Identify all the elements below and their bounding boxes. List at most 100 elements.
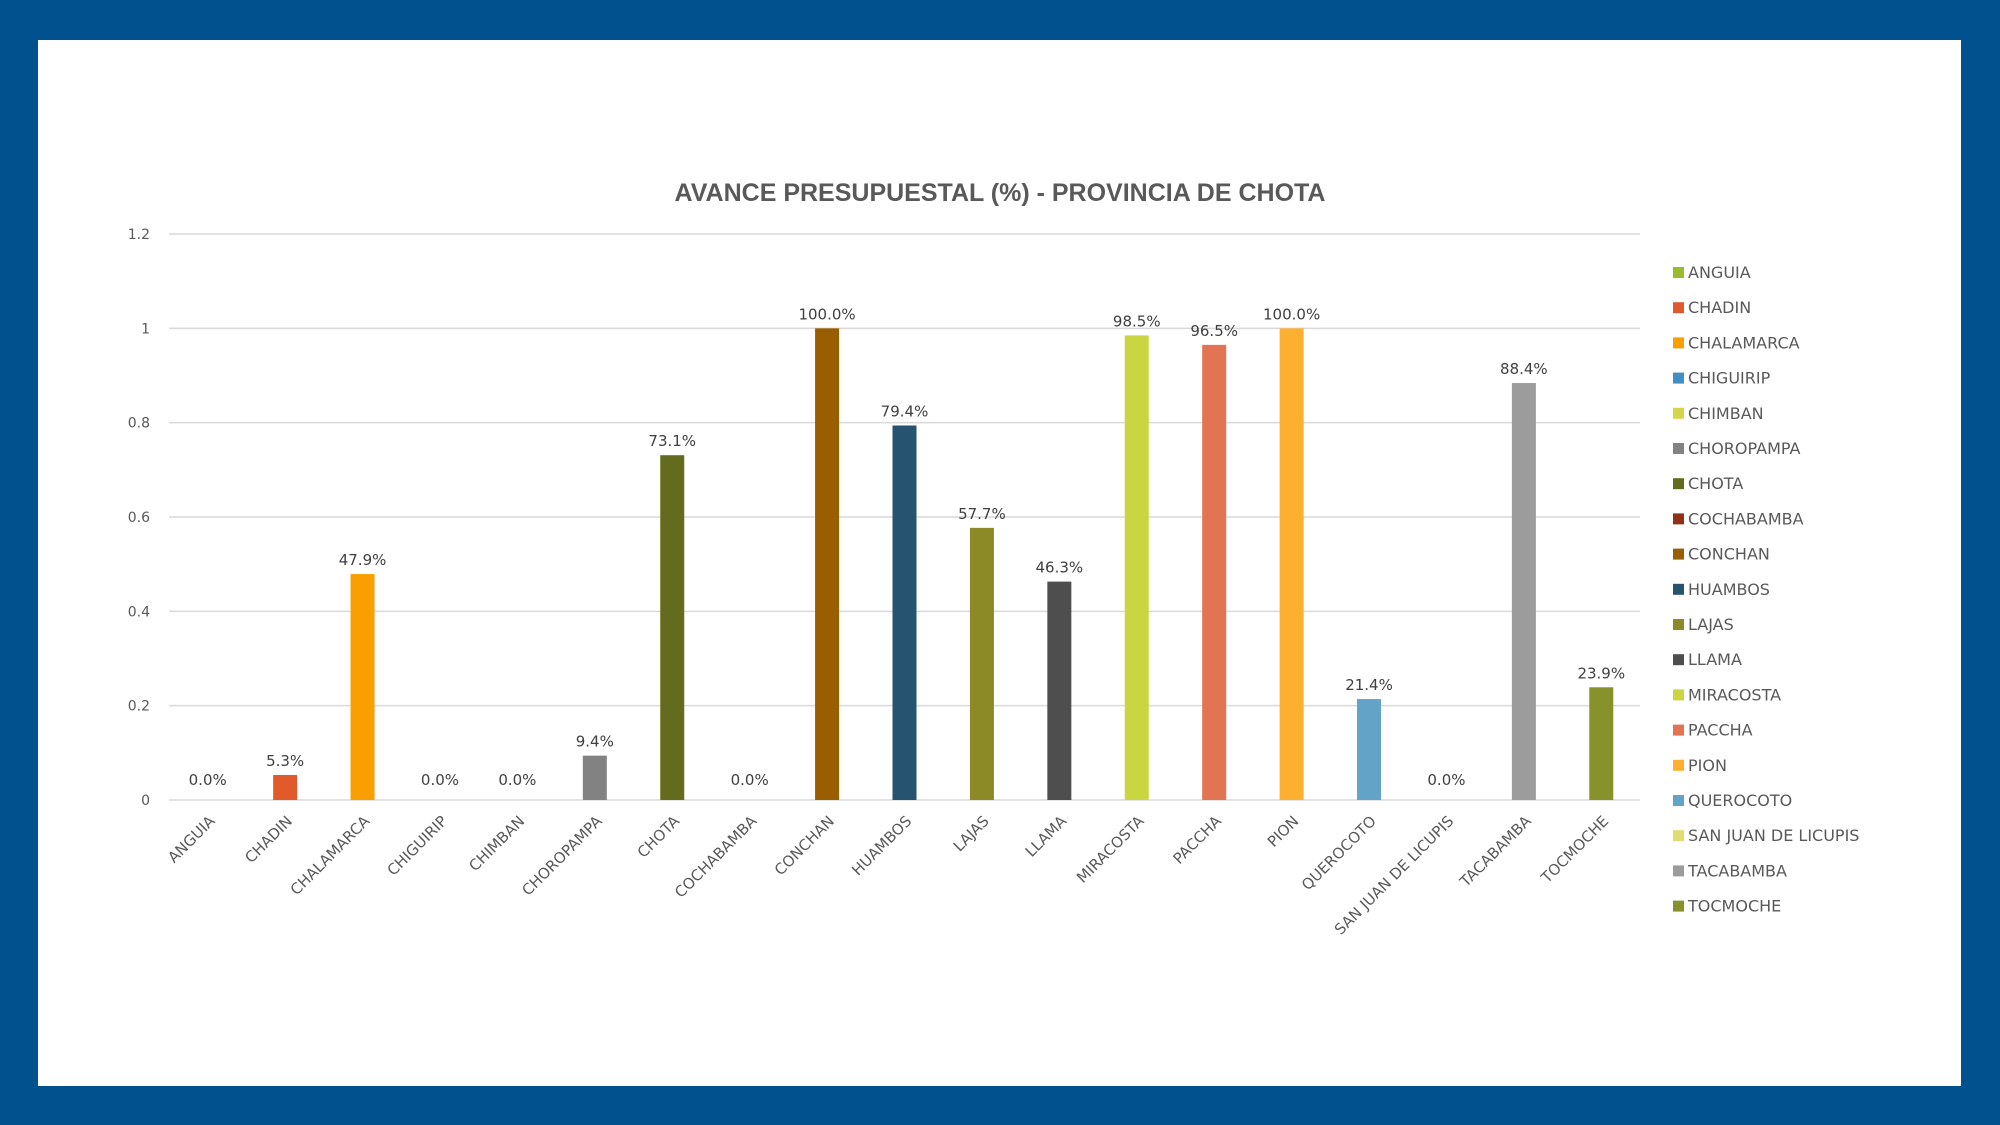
legend-item: CHIMBAN (1673, 404, 1764, 423)
bar-lajas (969, 527, 994, 800)
y-tick-label: 0.4 (128, 604, 150, 620)
legend-label: CHIMBAN (1688, 404, 1764, 423)
x-tick-label: CONCHAN (771, 812, 838, 879)
bar-pion (1279, 328, 1304, 800)
data-label: 0.0% (421, 771, 459, 789)
x-tick-label: PACCHA (1169, 812, 1225, 868)
legend-swatch (1673, 759, 1684, 771)
legend-label: PION (1688, 756, 1727, 775)
bar-chadin (273, 775, 298, 800)
data-label: 98.5% (1113, 312, 1161, 330)
legend-swatch (1673, 548, 1684, 560)
bar-chota (660, 455, 685, 800)
bar-querocoto (1357, 699, 1382, 800)
x-tick-label: TACABAMBA (1456, 812, 1536, 892)
legend-item: LAJAS (1673, 615, 1734, 634)
legend-swatch (1673, 830, 1684, 842)
bars (273, 328, 1614, 800)
legend-swatch (1673, 513, 1684, 525)
legend-label: LLAMA (1688, 650, 1742, 669)
x-tick-label: LLAMA (1022, 812, 1071, 861)
bar-conchan (815, 328, 840, 800)
data-label: 0.0% (731, 771, 769, 789)
legend-label: TACABAMBA (1687, 861, 1787, 880)
x-tick-label: LAJAS (950, 812, 993, 855)
legend-item: ANGUIA (1673, 263, 1751, 282)
legend-item: MIRACOSTA (1673, 685, 1781, 704)
data-label: 57.7% (958, 505, 1006, 523)
data-label: 21.4% (1345, 676, 1393, 694)
legend-swatch (1673, 583, 1684, 595)
legend-label: CHALAMARCA (1688, 333, 1800, 352)
data-label: 73.1% (648, 432, 696, 450)
legend-label: COCHABAMBA (1688, 509, 1804, 528)
y-axis-ticks: 0 0.2 0.4 0.6 0.8 1 1.2 (128, 227, 150, 809)
legend-label: ANGUIA (1688, 263, 1751, 282)
legend-label: QUEROCOTO (1688, 791, 1792, 810)
y-tick-label: 1.2 (128, 227, 150, 243)
legend-swatch (1673, 302, 1684, 314)
x-tick-label: ANGUIA (164, 812, 219, 867)
data-label: 96.5% (1190, 322, 1238, 340)
x-tick-label: COCHABAMBA (671, 812, 761, 902)
legend-item: COCHABAMBA (1673, 509, 1804, 528)
legend-swatch (1673, 689, 1684, 701)
legend-swatch (1673, 619, 1684, 630)
legend-label: PACCHA (1688, 721, 1753, 740)
legend-swatch (1673, 443, 1684, 454)
x-tick-label: CHOTA (634, 812, 684, 862)
bar-chalamarca (350, 574, 375, 800)
data-label: 5.3% (266, 752, 304, 770)
data-label: 9.4% (576, 733, 614, 751)
legend-swatch (1673, 865, 1684, 877)
bar-miracosta (1124, 335, 1149, 800)
x-tick-label: MIRACOSTA (1073, 812, 1148, 887)
legend-item: LLAMA (1673, 650, 1742, 669)
legend-label: HUAMBOS (1688, 580, 1770, 599)
data-label: 79.4% (881, 402, 929, 420)
bar-paccha (1202, 344, 1227, 800)
legend-swatch (1673, 407, 1684, 419)
bar-llama (1047, 581, 1072, 800)
legend-swatch (1673, 372, 1684, 384)
legend-swatch (1673, 900, 1684, 912)
legend-item: CHOTA (1673, 474, 1743, 493)
legend-label: CHADIN (1688, 298, 1751, 317)
data-label: 100.0% (1263, 305, 1320, 323)
x-tick-label: QUEROCOTO (1298, 812, 1380, 894)
data-label: 100.0% (798, 305, 855, 323)
bar-tacabamba (1511, 383, 1536, 800)
data-label: 46.3% (1036, 559, 1084, 577)
legend-item: PACCHA (1673, 721, 1753, 740)
x-tick-label: CHIMBAN (465, 812, 528, 875)
legend-item: HUAMBOS (1673, 580, 1770, 599)
data-label: 47.9% (339, 551, 387, 569)
legend-item: CHALAMARCA (1673, 333, 1800, 352)
x-tick-label: HUAMBOS (848, 812, 915, 879)
legend-item: QUEROCOTO (1673, 791, 1792, 810)
legend-swatch (1673, 654, 1684, 666)
legend-label: CHOTA (1688, 474, 1743, 493)
y-tick-label: 0 (141, 793, 150, 809)
bar-huambos (892, 425, 917, 800)
legend-label: LAJAS (1688, 615, 1734, 634)
chart-title: AVANCE PRESUPUESTAL (%) - PROVINCIA DE C… (675, 179, 1326, 207)
data-label: 0.0% (1427, 771, 1465, 789)
legend-item: CHOROPAMPA (1673, 439, 1801, 458)
y-tick-label: 0.8 (128, 416, 150, 432)
legend-swatch (1673, 337, 1684, 349)
legend-swatch (1673, 724, 1684, 736)
x-tick-label: CHALAMARCA (287, 812, 374, 899)
bar-tocmoche (1589, 687, 1614, 800)
legend-item: CHADIN (1673, 298, 1751, 317)
legend-label: CONCHAN (1688, 545, 1770, 564)
slide-panel (38, 40, 1961, 1086)
legend-item: TOCMOCHE (1673, 897, 1781, 916)
legend-item: TACABAMBA (1673, 861, 1787, 880)
legend-item: PION (1673, 756, 1727, 775)
legend-swatch (1673, 267, 1684, 278)
data-label: 23.9% (1577, 664, 1625, 682)
legend-item: SAN JUAN DE LICUPIS (1673, 826, 1859, 845)
